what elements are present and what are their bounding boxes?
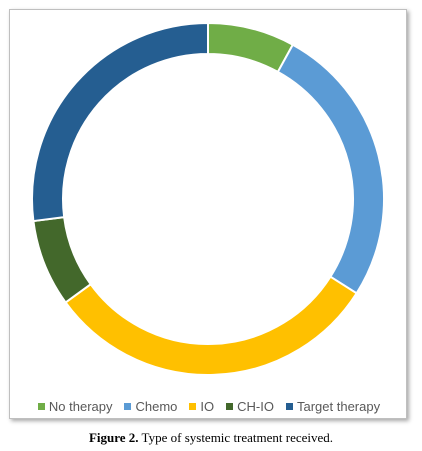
legend-item-target-therapy: Target therapy bbox=[285, 399, 381, 414]
figure-frame: No therapy Chemo IO CH-IO Target therapy bbox=[9, 9, 407, 419]
slice-io bbox=[64, 275, 358, 376]
donut-chart bbox=[31, 21, 385, 376]
slice-ch-io bbox=[32, 216, 93, 304]
legend-label-chemo: Chemo bbox=[135, 399, 178, 414]
legend-swatch-no-therapy bbox=[37, 403, 45, 410]
legend-item-chemo: Chemo bbox=[124, 399, 177, 414]
slice-chemo bbox=[276, 43, 385, 295]
legend-label-no-therapy: No therapy bbox=[48, 399, 113, 414]
legend-swatch-ch-io bbox=[226, 403, 234, 410]
legend-label-io: IO bbox=[200, 399, 215, 414]
legend-item-ch-io: CH-IO bbox=[226, 399, 274, 414]
figure-caption: Figure 2. Type of systemic treatment rec… bbox=[0, 430, 422, 446]
legend-item-io: IO bbox=[189, 399, 214, 414]
legend-swatch-chemo bbox=[124, 403, 132, 410]
caption-label: Figure 2. bbox=[88, 430, 139, 445]
slice-no-therapy bbox=[207, 21, 295, 74]
legend-swatch-io bbox=[189, 403, 197, 410]
legend-swatch-target-therapy bbox=[285, 403, 293, 410]
legend-item-no-therapy: No therapy bbox=[37, 399, 113, 414]
slice-target-therapy bbox=[31, 21, 209, 223]
caption-text: Type of systemic treatment received. bbox=[138, 430, 334, 445]
chart-legend: No therapy Chemo IO CH-IO Target therapy bbox=[10, 399, 408, 414]
legend-label-target-therapy: Target therapy bbox=[296, 399, 381, 414]
legend-label-ch-io: CH-IO bbox=[237, 399, 274, 414]
